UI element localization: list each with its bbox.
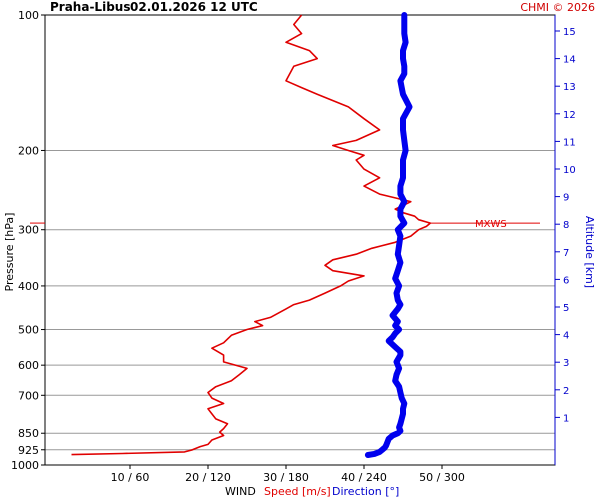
pressure-tick-label-700: 700 [18, 389, 39, 402]
altitude-tick-label-3: 3 [563, 358, 569, 369]
legend-direction: Direction [°] [332, 485, 399, 498]
altitude-tick-label-9: 9 [563, 193, 569, 204]
wind-tick-label-2: 20 / 120 [185, 471, 231, 484]
legend-wind: WIND [225, 485, 256, 498]
credit-label: CHMI © 2026 [520, 1, 595, 14]
altitude-tick-label-2: 2 [563, 386, 569, 397]
wind-tick-label-5: 50 / 300 [419, 471, 465, 484]
altitude-tick-label-7: 7 [563, 248, 569, 259]
pressure-tick-label-200: 200 [18, 144, 39, 157]
wind-axis: 10 / 60 20 / 120 30 / 180 40 / 240 50 / 300 [111, 465, 465, 484]
pressure-tick-label-925: 925 [18, 444, 39, 457]
pressure-tick-label-850: 850 [18, 427, 39, 440]
altitude-tick-label-11: 11 [563, 137, 576, 148]
pressure-tick-label-300: 300 [18, 224, 39, 237]
legend-speed: Speed [m/s] [264, 485, 331, 498]
grid-lines [45, 149, 555, 451]
direction-series-line [364, 12, 413, 458]
station-title: Praha-Libus [50, 0, 130, 14]
altitude-tick-label-13: 13 [563, 82, 576, 93]
altitude-tick-label-8: 8 [563, 220, 569, 231]
pressure-axis: 100 200 300 400 500 600 700 850 925 1000 [11, 9, 45, 472]
altitude-tick-label-12: 12 [563, 110, 576, 121]
altitude-tick-label-10: 10 [563, 165, 576, 176]
wind-tick-label-1: 10 / 60 [111, 471, 150, 484]
altitude-tick-label-4: 4 [563, 331, 569, 342]
pressure-tick-label-600: 600 [18, 359, 39, 372]
altitude-tick-label-1: 1 [563, 413, 569, 424]
wind-tick-label-4: 40 / 240 [341, 471, 387, 484]
speed-series-line [71, 14, 432, 456]
pressure-tick-label-1000: 1000 [11, 459, 39, 472]
mxws-label: MXWS [475, 219, 507, 230]
altitude-axis-label: Altitude [km] [583, 216, 596, 288]
datetime-title: 02.01.2026 12 UTC [130, 0, 258, 14]
pressure-tick-label-400: 400 [18, 280, 39, 293]
altitude-tick-label-6: 6 [563, 275, 569, 286]
pressure-tick-label-100: 100 [18, 9, 39, 22]
altitude-tick-label-14: 14 [563, 55, 576, 66]
mxws-marker: MXWS [30, 219, 540, 230]
altitude-tick-label-5: 5 [563, 303, 569, 314]
altitude-tick-label-15: 15 [563, 27, 576, 38]
pressure-axis-label: Pressure [hPa] [3, 213, 16, 292]
wind-tick-label-3: 30 / 180 [263, 471, 309, 484]
pressure-tick-label-500: 500 [18, 324, 39, 337]
